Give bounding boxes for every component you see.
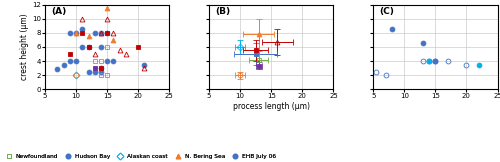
Legend: Newfoundland, Hudson Bay, Alaskan coast, N. Bering Sea, EHB July 06: Newfoundland, Hudson Bay, Alaskan coast,… bbox=[3, 154, 276, 159]
Text: (C): (C) bbox=[380, 7, 394, 16]
X-axis label: process length (μm): process length (μm) bbox=[233, 102, 310, 111]
Text: (A): (A) bbox=[51, 7, 66, 16]
Y-axis label: crest height (μm): crest height (μm) bbox=[20, 14, 29, 80]
Text: (B): (B) bbox=[216, 7, 230, 16]
